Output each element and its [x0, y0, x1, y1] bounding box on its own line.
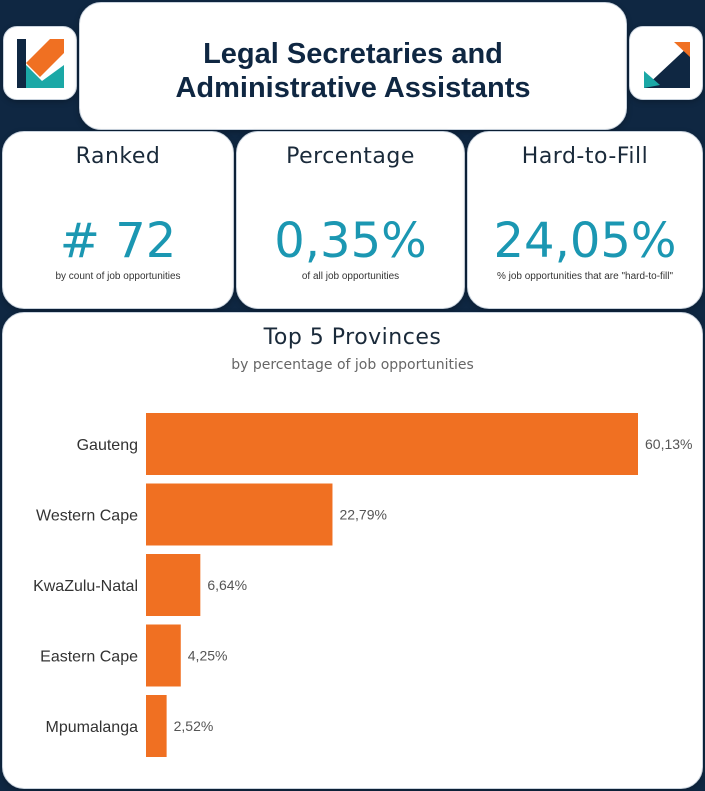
kpi-value: 0,35%	[274, 213, 427, 269]
kpi-card-ranked: Ranked # 72 by count of job opportunitie…	[2, 131, 234, 309]
bar[interactable]	[146, 695, 167, 757]
bar-chart: Gauteng 60,13% Western Cape 22,79% KwaZulu-N…	[33, 413, 692, 757]
kt-logo-icon	[644, 42, 690, 88]
chart-subtitle: by percentage of job opportunities	[231, 357, 474, 373]
category-label: KwaZulu-Natal	[33, 578, 138, 595]
category-label: Gauteng	[77, 437, 138, 454]
category-label: Eastern Cape	[40, 649, 138, 666]
kpi-value: 24,05%	[493, 213, 677, 269]
kpi-caption: of all job opportunities	[301, 271, 400, 282]
bar[interactable]	[146, 483, 333, 546]
bar[interactable]	[146, 413, 638, 475]
chart-card: Top 5 Provinces by percentage of job opp…	[2, 312, 703, 789]
kpi-heading: Hard-to-Fill	[521, 144, 649, 169]
category-label: Western Cape	[36, 508, 138, 525]
kpi-value: # 72	[59, 213, 177, 269]
bar[interactable]	[146, 624, 181, 687]
title-card: Legal Secretaries and Administrative Ass…	[79, 2, 627, 130]
data-label: 4,25%	[188, 648, 228, 664]
data-label: 2,52%	[174, 718, 214, 734]
bar[interactable]	[146, 554, 201, 616]
kpi-heading: Percentage	[286, 144, 415, 169]
page-title: Legal Secretaries and Administrative Ass…	[80, 37, 626, 105]
logo-right	[629, 26, 703, 100]
kpi-heading: Ranked	[75, 144, 161, 169]
kpi-caption: % job opportunities that are "hard-to-fi…	[496, 271, 674, 282]
kpi-card-percentage: Percentage 0,35% of all job opportunitie…	[236, 131, 465, 309]
chart-title: Top 5 Provinces	[263, 325, 442, 350]
data-label: 22,79%	[339, 507, 386, 523]
kt-logo-icon	[17, 39, 64, 88]
data-label: 6,64%	[207, 577, 247, 593]
title-line-2: Administrative Assistants	[175, 72, 531, 104]
category-label: Mpumalanga	[46, 719, 139, 736]
data-label: 60,13%	[645, 436, 692, 452]
title-line-1: Legal Secretaries and	[203, 38, 503, 70]
logo-left	[3, 26, 77, 100]
kpi-card-hard-to-fill: Hard-to-Fill 24,05% % job opportunities …	[467, 131, 703, 309]
kpi-caption: by count of job opportunities	[55, 271, 181, 282]
